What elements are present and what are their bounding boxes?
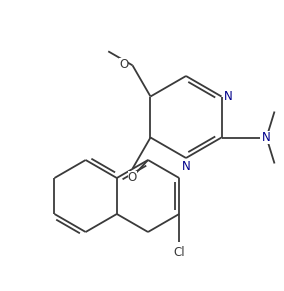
Text: Cl: Cl	[173, 246, 185, 259]
Text: N: N	[224, 90, 232, 103]
Text: N: N	[182, 160, 190, 173]
Text: O: O	[128, 171, 137, 184]
Text: N: N	[262, 131, 270, 144]
Text: O: O	[119, 58, 128, 71]
